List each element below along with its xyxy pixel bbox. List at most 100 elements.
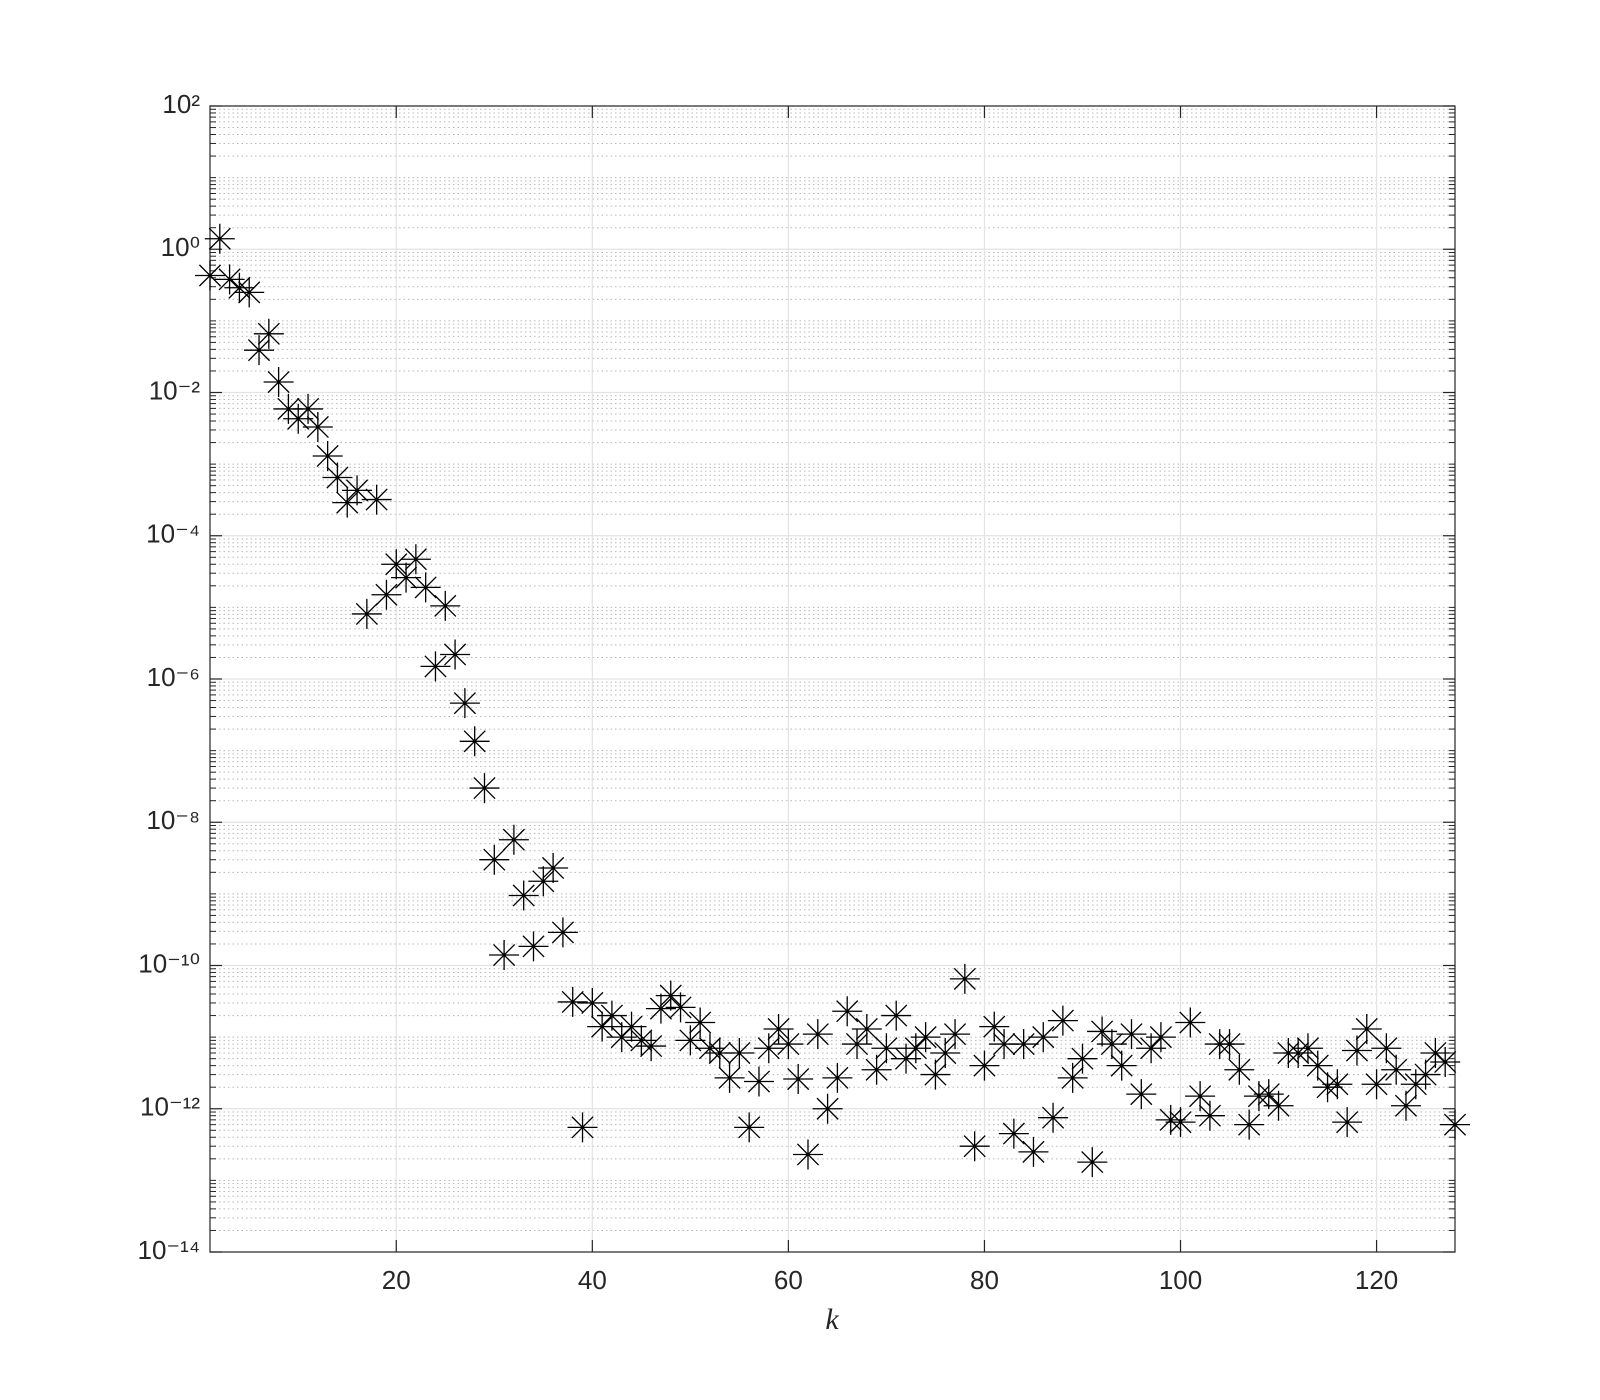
marker: [528, 866, 559, 897]
marker: [989, 1029, 1020, 1060]
marker: [302, 411, 333, 442]
marker: [871, 1033, 902, 1064]
marker: [1018, 1136, 1049, 1167]
marker: [832, 996, 863, 1027]
marker: [861, 1054, 892, 1085]
y-tick-label: 10⁻⁸: [146, 805, 200, 835]
y-tick-label: 10⁻¹⁴: [138, 1235, 200, 1265]
marker: [822, 1062, 853, 1093]
marker: [1185, 1081, 1216, 1112]
marker: [420, 651, 451, 682]
marker: [1224, 1054, 1255, 1085]
marker: [224, 272, 255, 303]
axes-box: [209, 105, 1456, 1253]
marker: [1214, 1029, 1245, 1060]
marker: [626, 1025, 657, 1056]
marker: [920, 1059, 951, 1090]
marker: [724, 1038, 755, 1069]
marker: [557, 986, 588, 1017]
marker: [969, 1050, 1000, 1081]
marker: [1332, 1107, 1363, 1138]
marker: [1263, 1090, 1294, 1121]
marker: [1390, 1090, 1421, 1121]
marker: [900, 1033, 931, 1064]
marker: [851, 1013, 882, 1044]
marker: [567, 1112, 598, 1143]
marker: [1008, 1029, 1039, 1060]
x-tick-label: 40: [578, 1265, 607, 1295]
marker: [263, 367, 294, 398]
marker: [1038, 1102, 1069, 1133]
marker: [734, 1112, 765, 1143]
marker: [547, 917, 578, 948]
y-tick-label: 10⁻⁴: [146, 519, 200, 549]
marker: [685, 1007, 716, 1038]
marker: [1381, 1054, 1412, 1085]
marker: [1253, 1079, 1284, 1110]
marker: [1234, 1109, 1265, 1140]
marker: [802, 1019, 833, 1050]
marker: [694, 1033, 725, 1064]
marker: [1116, 1019, 1147, 1050]
marker: [783, 1064, 814, 1095]
marker: [479, 844, 510, 875]
marker: [1126, 1079, 1157, 1110]
x-tick-label: 100: [1159, 1265, 1202, 1295]
marker: [949, 963, 980, 994]
marker: [361, 484, 392, 515]
marker: [655, 980, 686, 1011]
marker: [773, 1029, 804, 1060]
marker: [910, 1022, 941, 1053]
marker: [812, 1093, 843, 1124]
marker: [1243, 1081, 1274, 1112]
x-tick-label: 80: [970, 1265, 999, 1295]
x-tick-label: 120: [1355, 1265, 1398, 1295]
marker: [538, 852, 569, 883]
marker: [998, 1118, 1029, 1149]
y-tick-label: 10⁻⁶: [147, 662, 200, 692]
marker: [1077, 1147, 1108, 1178]
marker: [842, 1029, 873, 1060]
marker: [959, 1131, 990, 1162]
marker: [332, 487, 363, 518]
marker: [342, 475, 373, 506]
x-tick-label: 20: [382, 1265, 411, 1295]
marker: [753, 1033, 784, 1064]
marker: [1351, 1013, 1382, 1044]
marker: [675, 1025, 706, 1056]
marker: [1087, 1016, 1118, 1047]
marker: [469, 773, 500, 804]
marker: [645, 993, 676, 1024]
marker: [459, 726, 490, 757]
marker: [253, 318, 284, 349]
marker: [214, 264, 245, 295]
marker: [195, 260, 225, 291]
marker: [1440, 1109, 1470, 1140]
marker: [204, 223, 235, 254]
marker: [322, 462, 353, 493]
marker: [792, 1139, 823, 1170]
marker: [440, 639, 471, 670]
y-tick-label: 10⁰: [161, 232, 200, 262]
marker: [763, 1013, 794, 1044]
marker: [1410, 1059, 1441, 1090]
y-tick-label: 10⁻¹²: [140, 1092, 200, 1122]
marker: [1430, 1046, 1461, 1077]
marker: [430, 590, 461, 621]
marker: [1096, 1029, 1127, 1060]
marker: [1283, 1038, 1314, 1069]
marker: [371, 579, 402, 610]
marker: [1175, 1007, 1206, 1038]
marker: [293, 393, 324, 424]
marker: [234, 277, 265, 308]
marker: [881, 1000, 912, 1031]
marker: [616, 1011, 647, 1042]
marker: [665, 992, 696, 1023]
marker: [244, 335, 275, 366]
marker: [596, 1000, 627, 1031]
marker: [518, 931, 549, 962]
marker: [714, 1062, 745, 1093]
marker: [940, 1019, 971, 1050]
marker: [1067, 1043, 1098, 1074]
